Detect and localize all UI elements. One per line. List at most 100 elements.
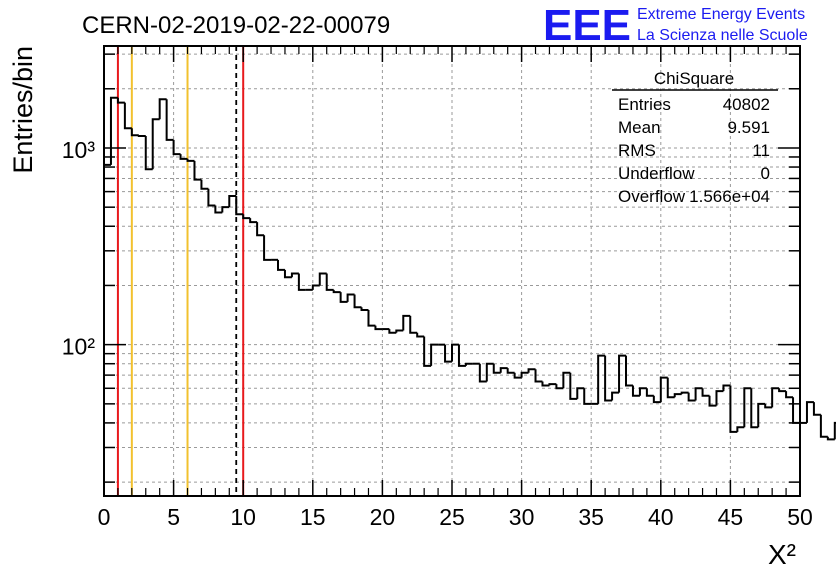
histogram-bin (631, 385, 640, 397)
x-tick-label: 10 (230, 504, 256, 530)
histogram-bin (214, 205, 223, 214)
histogram-bin (666, 377, 675, 399)
histogram-bin (360, 307, 369, 312)
histogram-bin (625, 355, 633, 387)
histogram-bin (506, 368, 515, 374)
histogram-bin (179, 154, 188, 160)
histogram-bin (367, 310, 376, 327)
stats-label: Overflow (618, 187, 686, 206)
x-tick-label: 25 (439, 504, 465, 530)
y-axis-title: Entries/bin (8, 46, 38, 174)
histogram-bin (423, 336, 432, 367)
histogram-bins (103, 96, 836, 496)
histogram-bin (346, 293, 355, 302)
histogram-bin (618, 354, 626, 393)
histogram-bin (680, 391, 689, 395)
histogram-bin (534, 369, 543, 383)
histogram-bin (805, 401, 814, 423)
stats-box: ChiSquare Entries 40802 Mean 9.591 RMS 11 Unde… (612, 69, 778, 206)
stats-label: Underflow (618, 164, 695, 183)
eee-logo: EEE Extreme Energy Events La Scienza nel… (543, 1, 808, 50)
histogram-bin (297, 273, 306, 291)
plot-frame (103, 45, 801, 497)
histogram-bin (652, 395, 661, 404)
histogram-bin (165, 99, 174, 141)
histogram-bin (249, 218, 258, 224)
histogram-bin (374, 325, 383, 331)
histogram-bin (757, 402, 766, 428)
histogram-bin (158, 98, 167, 120)
histogram-bin (743, 387, 752, 428)
x-tick-label: 35 (578, 504, 604, 530)
x-axis-title: X² (768, 539, 796, 570)
stats-value: 1.566e+04 (689, 187, 770, 206)
histogram-bin (694, 387, 703, 401)
stats-value: 11 (752, 141, 770, 160)
histogram-bin (130, 128, 139, 137)
histogram-bin (402, 314, 411, 331)
histogram-bin (562, 371, 571, 389)
histogram-bin (812, 402, 821, 416)
histogram-bin (339, 292, 348, 303)
histogram-bin (256, 222, 265, 237)
reference-lines (116, 46, 245, 496)
histogram-bin (792, 397, 800, 424)
stats-value: 40802 (723, 95, 770, 114)
histogram-bin (172, 139, 181, 156)
histogram-bin (708, 395, 717, 407)
y-tick-label: 10³ (62, 137, 96, 163)
histogram-bin (451, 343, 459, 362)
stats-label: Entries (618, 95, 671, 114)
x-tick-label: 20 (370, 504, 396, 530)
histogram-bin (116, 97, 125, 104)
histogram-bin (353, 294, 362, 309)
histogram-bin (290, 272, 299, 278)
histogram-bin (200, 179, 209, 190)
histogram-bin (444, 344, 452, 363)
histogram-bin (207, 188, 216, 207)
logo-text: EEE (543, 1, 631, 50)
histogram-bin (311, 284, 320, 290)
y-tick-label: 10² (62, 334, 96, 360)
histogram-bin (492, 363, 501, 374)
x-tick-label: 45 (718, 504, 744, 530)
x-tick-label: 5 (167, 504, 180, 530)
histogram-bin (778, 388, 787, 393)
histogram-bin (771, 387, 780, 408)
histogram-bin (659, 376, 668, 403)
histogram-bin (687, 392, 696, 402)
stats-label: Mean (618, 118, 661, 137)
stats-label: RMS (618, 141, 656, 160)
x-tick-label: 30 (509, 504, 535, 530)
histogram-bin (701, 388, 710, 397)
histogram-bin (785, 391, 794, 399)
logo-line-2: La Scienza nelle Scuole (637, 27, 808, 44)
x-tick-label: 40 (648, 504, 674, 530)
histogram-bin (263, 235, 272, 261)
histogram-bin (478, 363, 487, 383)
histogram-bin (736, 426, 745, 432)
histogram-bin (729, 385, 738, 433)
histogram-bin (283, 269, 292, 279)
histogram-bin (151, 118, 160, 170)
x-tick-label: 50 (787, 504, 813, 530)
stats-value: 9.591 (727, 118, 770, 137)
histogram-bin (597, 354, 606, 404)
histogram-bin (548, 383, 557, 386)
histogram-bin (638, 387, 647, 396)
histogram-bin (332, 289, 341, 294)
histogram-bin (604, 355, 613, 402)
histogram-bin (611, 391, 620, 401)
histogram-bin (715, 390, 724, 406)
histogram-bin (221, 206, 230, 213)
stats-value: 0 (761, 164, 770, 183)
histogram-bin (103, 163, 111, 496)
histogram-bin (485, 362, 494, 382)
grid (104, 46, 800, 496)
x-tick-labels: 0 5 10 15 20 25 30 35 40 45 50 (98, 504, 813, 530)
histogram-bin (520, 371, 529, 378)
histogram-bin (193, 160, 202, 181)
histogram-bin (833, 421, 836, 440)
histogram-bin (576, 387, 585, 399)
histogram-bin (583, 388, 592, 405)
